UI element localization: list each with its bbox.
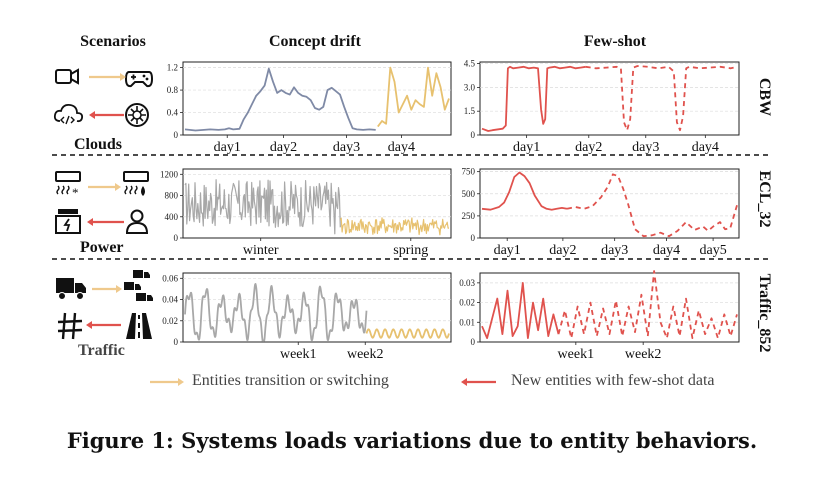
x-tick-label: day3 <box>333 140 360 155</box>
header-concept-drift: Concept drift <box>269 33 361 50</box>
figure-caption: Figure 1: Systems loads variations due t… <box>66 428 758 453</box>
series-line <box>585 65 738 132</box>
x-tick-label: week1 <box>280 347 317 362</box>
y-tick-label: 0 <box>471 337 476 347</box>
series-line <box>184 283 368 342</box>
series-line <box>365 328 450 339</box>
scenario-clouds: Clouds <box>74 136 123 153</box>
x-tick-label: day2 <box>549 243 576 258</box>
y-tick-label: 0.4 <box>167 108 179 118</box>
y-tick-label: 0.03 <box>459 278 475 288</box>
y-tick-label: 1200 <box>160 169 179 179</box>
legend-transition-arrowhead <box>178 378 184 386</box>
y-tick-label: 250 <box>462 211 476 221</box>
truck-icon <box>56 278 86 300</box>
road-icon <box>126 313 152 339</box>
y-tick-label: 0.01 <box>459 317 475 327</box>
y-tick-label: 1.2 <box>167 63 178 73</box>
scenario-traffic: Traffic <box>78 342 125 359</box>
chart-frame <box>479 168 740 239</box>
transition-arrowhead <box>120 73 126 81</box>
series-line <box>481 171 568 211</box>
x-tick-label: day4 <box>692 140 719 155</box>
camera-icon <box>55 68 79 85</box>
y-tick-label: 0.8 <box>167 85 179 95</box>
new-entity-arrowhead <box>86 321 92 329</box>
y-tick-label: 0.02 <box>162 316 178 326</box>
cloud-code-icon <box>53 103 84 125</box>
x-tick-label: week2 <box>347 347 384 362</box>
power-station-icon <box>55 209 81 234</box>
transition-arrowhead <box>115 183 121 191</box>
y-tick-label: 3.0 <box>464 82 476 92</box>
y-tick-label: 800 <box>165 191 179 201</box>
y-tick-label: 0.06 <box>162 273 178 283</box>
openai-logo-icon <box>125 103 149 127</box>
new-entity-arrowhead <box>89 111 95 119</box>
series-line <box>184 67 376 132</box>
series-line <box>184 179 341 235</box>
y-tick-label: 0 <box>174 130 179 140</box>
air-conditioner-heat-icon <box>123 171 149 196</box>
series-line <box>339 217 449 236</box>
new-entity-arrowhead <box>87 218 93 226</box>
series-line <box>377 66 450 128</box>
x-tick-label: day2 <box>575 140 602 155</box>
chart-frame <box>182 61 452 136</box>
header-few-shot: Few-shot <box>583 33 647 50</box>
y-tick-label: 1.5 <box>464 106 476 116</box>
x-tick-label: day1 <box>513 140 540 155</box>
x-tick-label: day1 <box>214 140 241 155</box>
y-tick-label: 0 <box>471 233 476 243</box>
x-tick-label: week1 <box>558 347 595 362</box>
gamepad-icon <box>124 71 154 88</box>
legend-new-arrowhead <box>461 378 467 386</box>
y-tick-label: 4.5 <box>464 59 476 69</box>
y-tick-label: 750 <box>462 167 476 177</box>
y-tick-label: 0 <box>471 130 476 140</box>
transition-arrowhead <box>116 285 122 293</box>
scenario-power: Power <box>80 239 124 256</box>
y-tick-label: 0 <box>174 233 179 243</box>
header-scenarios: Scenarios <box>80 33 146 50</box>
svg-text:*: * <box>72 185 79 200</box>
x-tick-label: day4 <box>388 140 415 155</box>
series-line <box>557 270 738 339</box>
legend-transition-label: Entities transition or switching <box>192 372 389 389</box>
series-line <box>566 173 738 238</box>
x-tick-label: day5 <box>699 243 726 258</box>
x-tick-label: day3 <box>632 140 659 155</box>
chart-frame <box>479 61 740 136</box>
series-line <box>481 282 560 339</box>
x-tick-label: day3 <box>601 243 628 258</box>
y-tick-label: 500 <box>462 189 476 199</box>
truck-fleet-icon <box>124 270 153 301</box>
y-tick-label: 0.02 <box>459 298 475 308</box>
intersection-icon <box>57 312 83 340</box>
y-tick-label: 400 <box>165 212 179 222</box>
x-tick-label: spring <box>393 243 428 258</box>
person-icon <box>125 209 149 234</box>
air-conditioner-cool-icon: * <box>55 171 81 200</box>
series-line <box>481 65 586 132</box>
x-tick-label: winter <box>243 243 279 258</box>
legend-new-label: New entities with few-shot data <box>511 372 715 389</box>
x-tick-label: week2 <box>625 347 662 362</box>
chart-frame <box>182 168 452 239</box>
x-tick-label: day1 <box>494 243 521 258</box>
y-tick-label: 0 <box>174 337 179 347</box>
y-tick-label: 0.04 <box>162 295 178 305</box>
x-tick-label: day2 <box>270 140 297 155</box>
x-tick-label: day4 <box>653 243 680 258</box>
